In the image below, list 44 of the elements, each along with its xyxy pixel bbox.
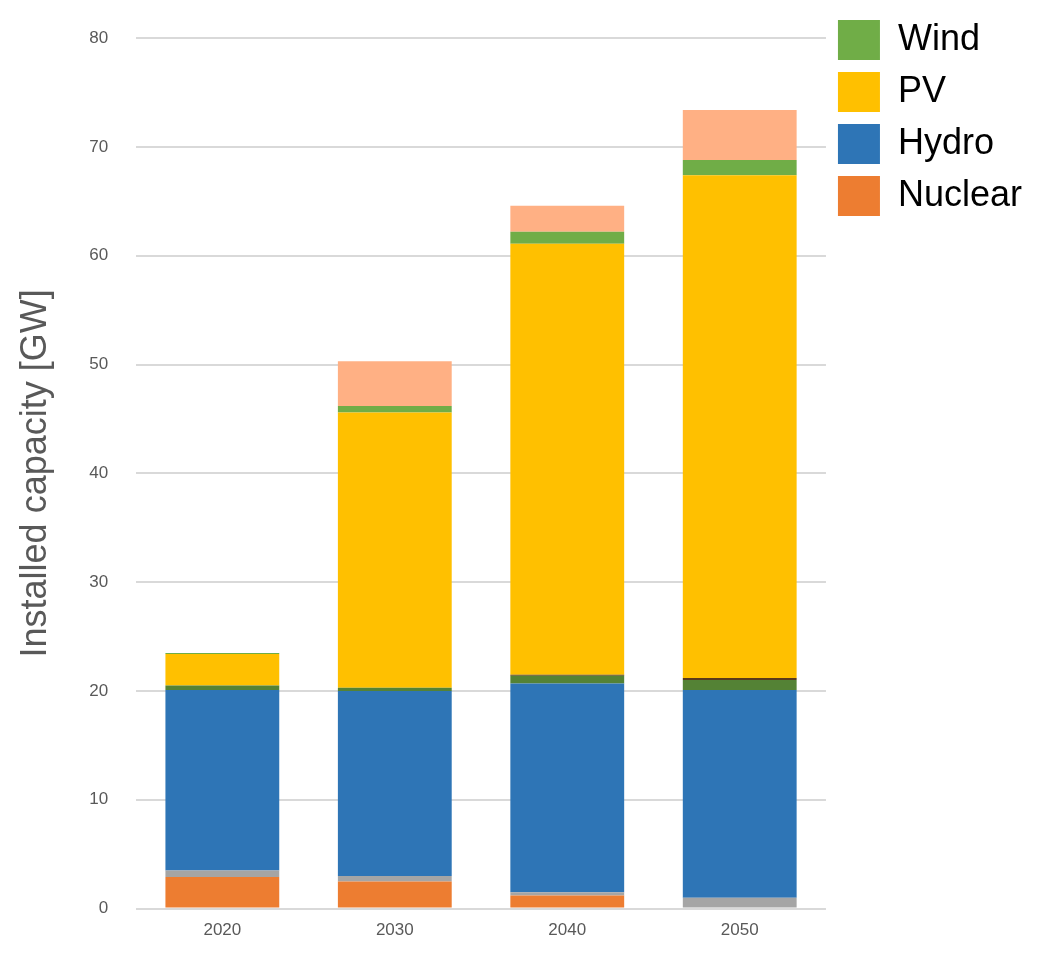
y-tick-label: 70 [89,136,109,156]
bar [682,897,797,908]
bar [165,654,280,686]
y-tick-label: 60 [89,245,109,265]
bar [337,687,452,691]
y-tick-label: 10 [89,789,109,809]
bar [337,361,452,406]
y-tick-label: 30 [89,571,109,591]
bar [165,685,280,690]
bar [510,231,625,244]
bar [337,691,452,876]
bar [337,412,452,688]
legend-label: Nuclear [897,172,1023,214]
bar [682,677,797,681]
y-tick-label: 20 [89,680,109,700]
legend-label: Hydro [897,120,994,162]
x-tick-label: 2020 [203,920,242,940]
bar [337,405,452,413]
bar [510,205,625,232]
y-tick-label: 50 [89,354,109,374]
bar [510,895,625,908]
x-tick-label: 2050 [720,920,759,940]
bar [510,892,625,896]
x-tick-label: 2030 [375,920,414,940]
bar [682,680,797,690]
x-tick-label: 2040 [548,920,587,940]
bar [510,243,625,675]
y-tick-label: 80 [89,27,109,47]
bar [510,683,625,893]
y-tick-label: 40 [89,463,109,483]
bar [682,689,797,898]
legend-label: Wind [897,16,980,58]
y-axis-title: Installed capacity [GW] [12,289,54,658]
bar [682,110,797,161]
bar [165,877,280,908]
bar [165,870,280,878]
bar [510,675,625,684]
legend-label: PV [897,68,946,110]
bar [682,175,797,678]
bar [337,875,452,882]
bar [337,881,452,908]
bar [165,689,280,871]
bar [682,160,797,176]
y-tick-label: 0 [98,898,109,918]
